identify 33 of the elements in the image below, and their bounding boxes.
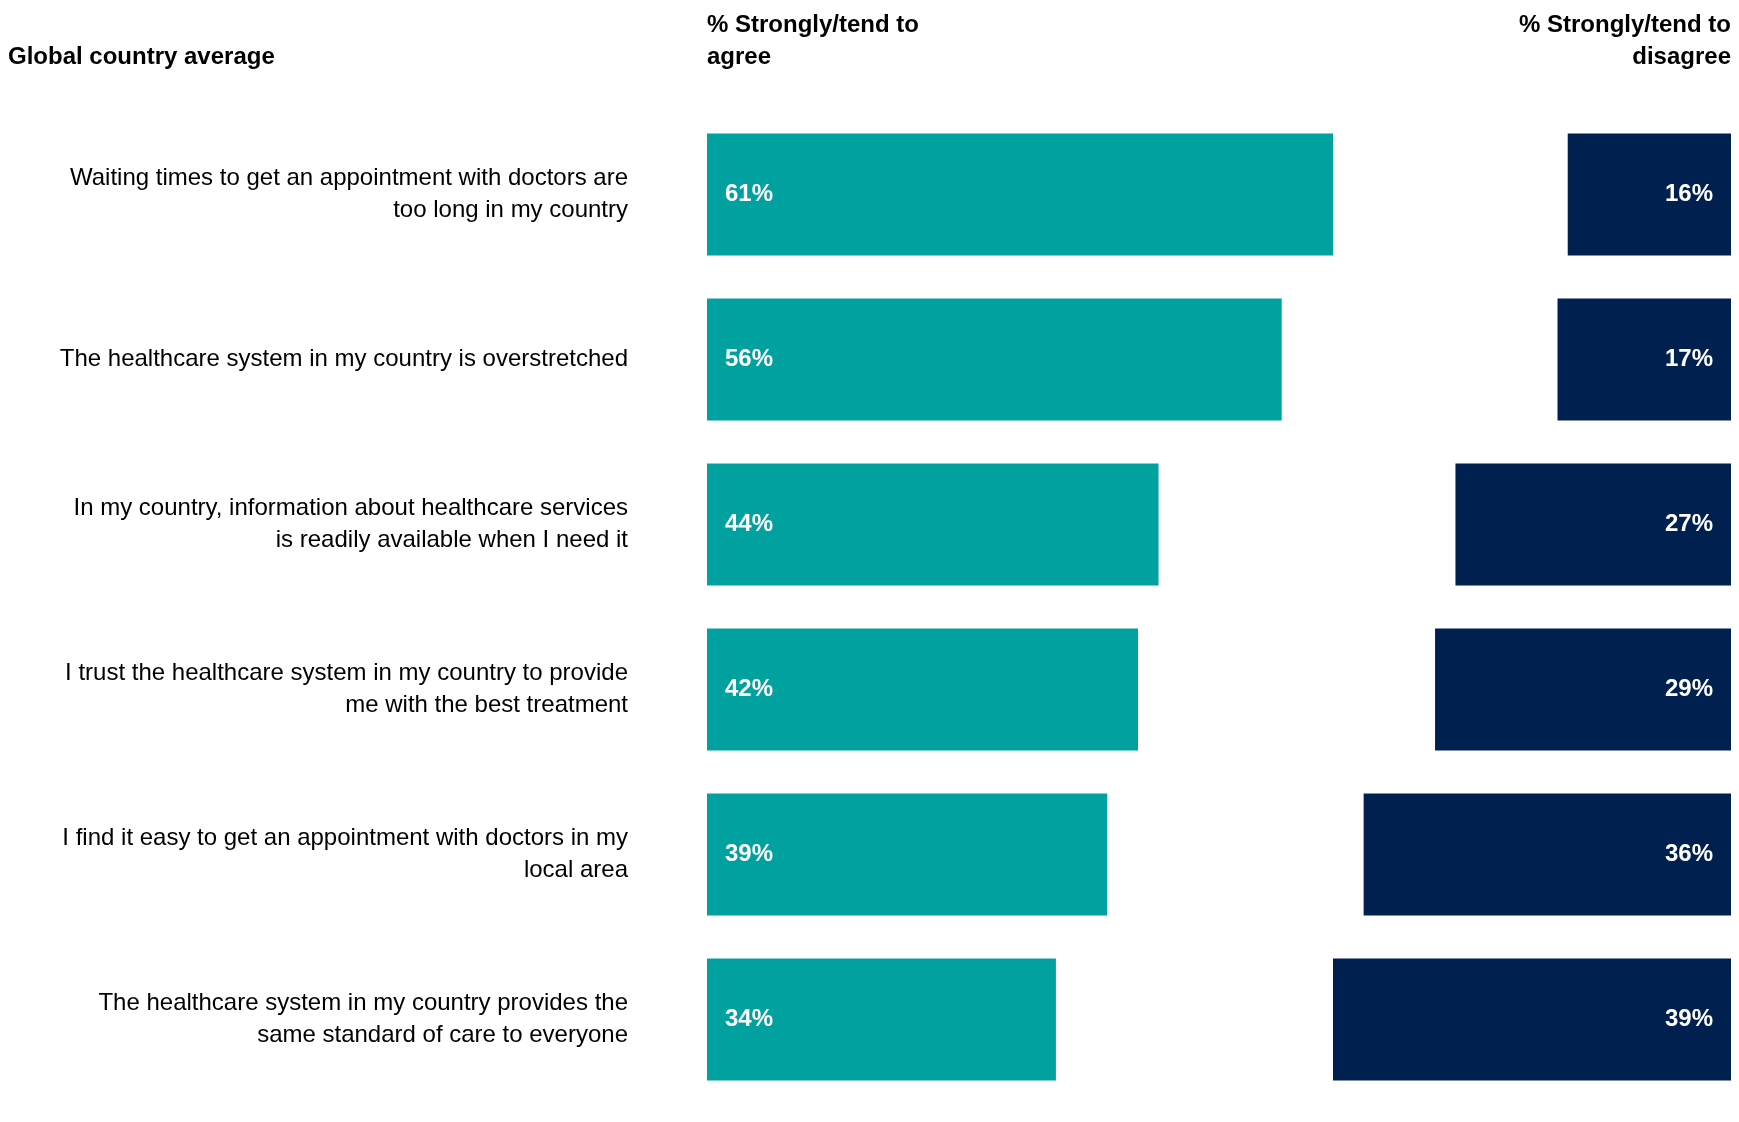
y-tick-label: Waiting times to get an appointment with doctors are too long in my country — [69, 163, 628, 223]
bar — [707, 628, 1139, 751]
data-label: 17% — [1664, 344, 1713, 372]
data-label: 44% — [725, 509, 774, 537]
y-tick-label: The healthcare system in my country is overstretched — [59, 344, 628, 372]
bar — [707, 133, 1333, 256]
bar — [1333, 958, 1731, 1081]
bar — [1455, 463, 1731, 586]
data-label: 39% — [1664, 1004, 1713, 1032]
bar — [1363, 793, 1731, 916]
bar — [707, 958, 1056, 1081]
text: % Strongly/tend to disagree — [1518, 9, 1731, 71]
bar — [707, 793, 1108, 916]
data-label: 34% — [725, 1004, 774, 1032]
data-label: 42% — [725, 674, 774, 702]
bar — [707, 298, 1282, 421]
y-tick-label: I find it easy to get an appointment with doctors in my local area — [62, 823, 629, 883]
data-label: 29% — [1664, 674, 1713, 702]
bar — [1435, 628, 1731, 751]
data-label: 61% — [725, 179, 774, 207]
bar — [1567, 133, 1731, 256]
chart-title: % Strongly/tend to agree — [707, 9, 920, 71]
data-label: 56% — [725, 344, 774, 372]
y-tick-label: In my country, information about healthcare services is readily available when I need it — [73, 493, 629, 553]
data-label: 36% — [1664, 839, 1713, 867]
y-tick-label: The healthcare system in my country provides the same standard of care to everyone — [98, 988, 628, 1048]
y-tick-label: I trust the healthcare system in my country to provide me with the best treatment — [65, 658, 629, 718]
bar — [1557, 298, 1731, 421]
bar — [707, 463, 1159, 586]
text: Global country average — [8, 41, 275, 71]
data-label: 16% — [1664, 179, 1713, 207]
data-label: 27% — [1664, 509, 1713, 537]
data-label: 39% — [725, 839, 774, 867]
